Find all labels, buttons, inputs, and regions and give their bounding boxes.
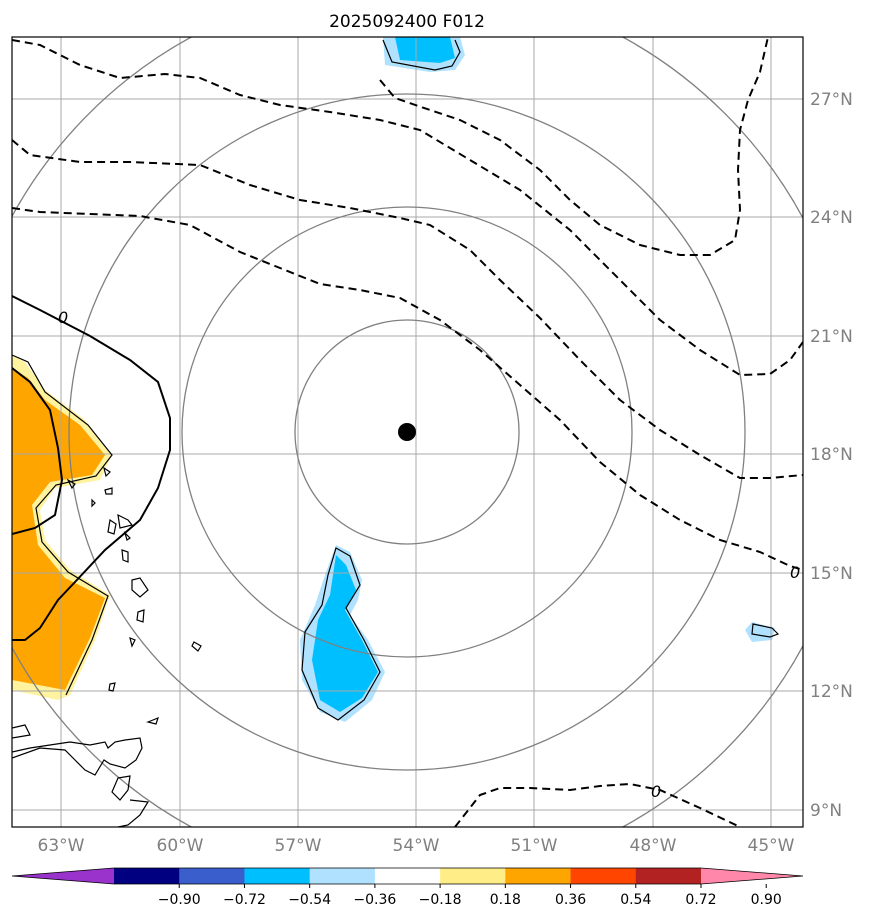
- colorbar-tick-label: −0.18: [419, 892, 462, 908]
- lon-label: 57°W: [275, 836, 322, 856]
- lat-label: 24°N: [810, 208, 853, 228]
- lat-label: 27°N: [810, 90, 853, 110]
- lat-label: 12°N: [810, 682, 853, 702]
- map-frame: [11, 36, 804, 828]
- colorbar-segment: [179, 868, 245, 884]
- lon-label: 60°W: [157, 836, 204, 856]
- colorbar-tick-label: 0.18: [490, 892, 521, 908]
- coastlines: [12, 39, 780, 827]
- range-rings: [12, 37, 803, 827]
- contour-label: 0: [651, 782, 661, 801]
- lat-label: 21°N: [810, 327, 853, 347]
- storm-center-marker: [398, 423, 416, 441]
- colorbar-segment: [505, 868, 572, 884]
- colorbar: [11, 867, 804, 885]
- colorbar-segment: [244, 868, 311, 884]
- contours: [12, 37, 803, 827]
- colorbar-segment: [374, 868, 441, 884]
- figure-title: 2025092400 F012: [329, 12, 485, 32]
- latitude-labels: 27°N 24°N 21°N 18°N 15°N 12°N 9°N: [810, 90, 853, 821]
- negative-shading: [300, 37, 775, 722]
- colorbar-tick-label: 0.90: [751, 892, 782, 908]
- colorbar-outline: [11, 867, 804, 885]
- contour-label: 0: [58, 308, 68, 327]
- lat-label: 18°N: [810, 445, 853, 465]
- lon-label: 54°W: [393, 836, 440, 856]
- colorbar-ticks: −0.90 −0.72 −0.54 −0.36 −0.18 0.18 0.36 0.54 0.7…: [158, 884, 782, 908]
- colorbar-extend-high: [701, 868, 803, 884]
- lon-label: 45°W: [748, 836, 795, 856]
- colorbar-segment: [440, 868, 506, 884]
- solid-contour-inner: [12, 367, 64, 535]
- colorbar-tick-label: −0.72: [223, 892, 266, 908]
- colorbar-tick-label: 0.72: [685, 892, 716, 908]
- colorbar-tick-label: −0.90: [158, 892, 201, 908]
- map-area: 0 0 0: [12, 37, 803, 827]
- colorbar-tick-label: 0.36: [555, 892, 586, 908]
- lat-label: 9°N: [810, 801, 842, 821]
- colorbar-segment: [309, 868, 376, 884]
- colorbar-tick-label: −0.36: [353, 892, 396, 908]
- lat-label: 15°N: [810, 564, 853, 584]
- lon-label: 51°W: [511, 836, 558, 856]
- colorbar-tick-label: −0.54: [288, 892, 331, 908]
- longitude-labels: 63°W 60°W 57°W 54°W 51°W 48°W 45°W: [38, 836, 795, 856]
- lon-label: 63°W: [38, 836, 85, 856]
- positive-shading: [12, 355, 112, 700]
- dashed-contours: [12, 37, 803, 827]
- contour-label: 0: [790, 563, 800, 582]
- colorbar-segment: [635, 868, 702, 884]
- colorbar-segment: [114, 868, 180, 884]
- lon-label: 48°W: [630, 836, 677, 856]
- colorbar-tick-label: 0.54: [620, 892, 651, 908]
- colorbar-segment: [570, 868, 637, 884]
- colorbar-extend-low: [12, 868, 114, 884]
- zero-contour-solid: [12, 295, 171, 641]
